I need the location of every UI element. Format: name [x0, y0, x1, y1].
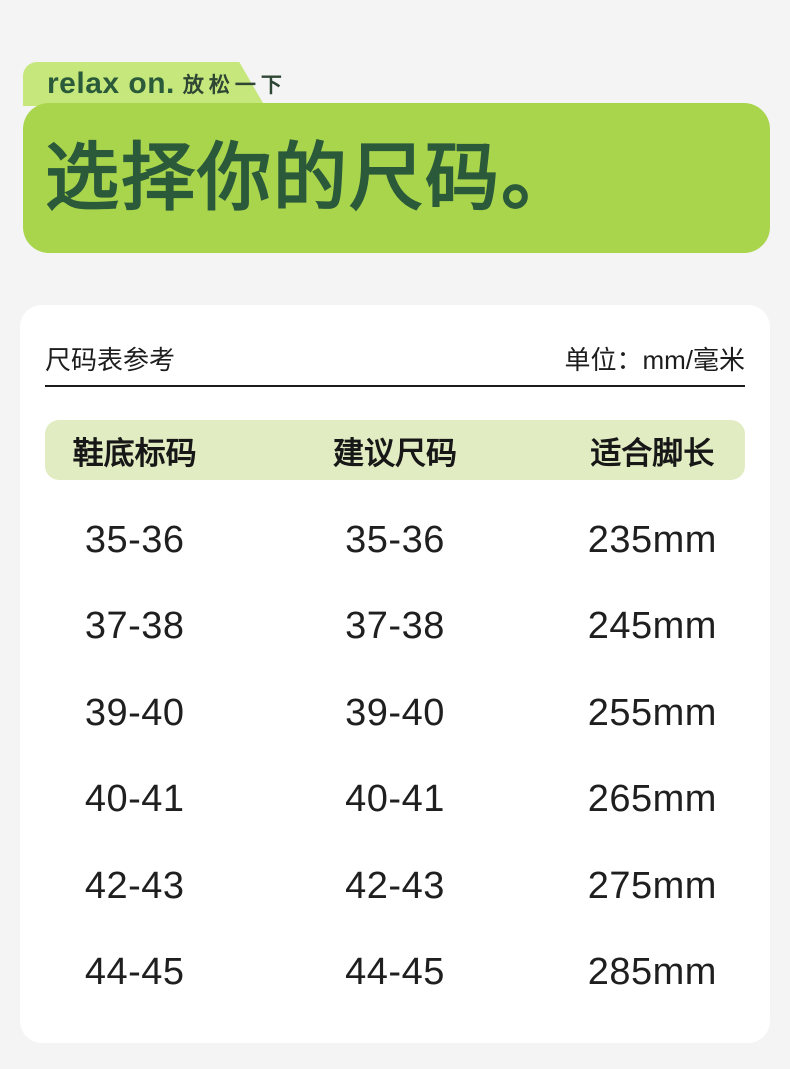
table-cell: 42-43 [84, 864, 185, 907]
table-cell: 37-38 [84, 605, 185, 648]
table-row: 39-40 39-40 255mm [45, 670, 745, 757]
table-row: 40-41 40-41 265mm [45, 757, 745, 844]
unit-label: 单位：mm/毫米 [564, 345, 745, 375]
table-cell: 265mm [587, 778, 717, 821]
table-cell: 39-40 [84, 691, 185, 734]
table-row: 35-36 35-36 235mm [45, 497, 745, 584]
brand-slogan: 放松一下 [182, 74, 287, 97]
table-cell: 40-41 [345, 778, 445, 821]
header-divider [45, 385, 745, 387]
brand-tab: relax on. 放松一下 [23, 62, 282, 106]
table-cell: 44-45 [345, 951, 445, 994]
card-header: 尺码表参考 单位：mm/毫米 [45, 305, 745, 377]
column-header-suggested-size: 建议尺码 [332, 435, 457, 471]
column-header-foot-length: 适合脚长 [590, 435, 715, 471]
table-cell: 245mm [587, 605, 717, 648]
table-cell: 42-43 [345, 864, 445, 907]
table-row: 42-43 42-43 275mm [45, 843, 745, 930]
size-chart-card: 尺码表参考 单位：mm/毫米 鞋底标码 建议尺码 适合脚长 35-36 35-36… [20, 305, 770, 1043]
size-chart-label: 尺码表参考 [45, 345, 176, 375]
table-cell: 235mm [587, 518, 717, 561]
table-cell: 40-41 [84, 778, 185, 821]
size-table-header: 鞋底标码 建议尺码 适合脚长 [45, 420, 745, 480]
brand-logo-text: relax on. [47, 67, 175, 100]
size-table-body: 35-36 35-36 235mm 37-38 37-38 245mm 39-40 39-40… [45, 497, 745, 1016]
table-cell: 37-38 [345, 605, 445, 648]
table-cell: 39-40 [345, 691, 445, 734]
column-header-sole-size: 鞋底标码 [72, 435, 197, 471]
table-cell: 285mm [587, 951, 717, 994]
table-row: 37-38 37-38 245mm [45, 584, 745, 671]
table-cell: 44-45 [84, 951, 185, 994]
size-banner: 选择你的尺码。 [23, 103, 770, 253]
table-cell: 255mm [587, 691, 717, 734]
table-cell: 35-36 [84, 518, 185, 561]
page-title: 选择你的尺码。 [45, 136, 577, 219]
table-row: 44-45 44-45 285mm [45, 930, 745, 1017]
table-cell: 35-36 [345, 518, 445, 561]
table-cell: 275mm [587, 864, 717, 907]
